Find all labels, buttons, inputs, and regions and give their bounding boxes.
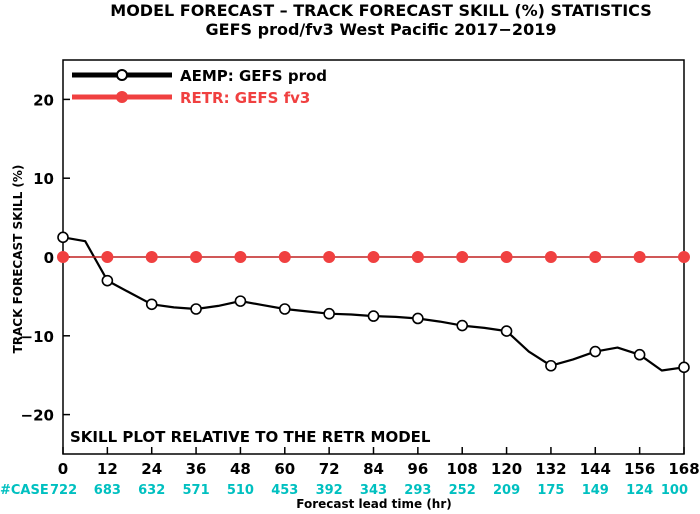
data-point-0 (412, 312, 424, 325)
plot-area: −20 −10 0 10 20 0 722 12 683 24 632 36 571 48 510 60 453… (21, 59, 700, 498)
case-count: 571 (183, 483, 210, 498)
data-point-0 (57, 231, 69, 244)
y-axis-label: TRACK FORECAST SKILL (%) (11, 165, 25, 354)
x-tick-label: 156 (624, 460, 655, 478)
case-count: 632 (138, 483, 165, 498)
case-count: 683 (94, 483, 121, 498)
data-point-0 (101, 274, 114, 287)
y-tick-label: −10 (21, 328, 54, 346)
y-tick-label: −20 (21, 407, 54, 425)
data-point-1 (145, 251, 158, 263)
data-point-1 (500, 251, 513, 263)
x-tick-label: 60 (274, 460, 295, 478)
data-point-0 (678, 361, 690, 374)
x-axis-label: Forecast lead time (hr) (296, 497, 452, 511)
x-tick-label: 48 (230, 460, 251, 478)
case-count: 392 (316, 483, 343, 498)
x-tick-label: 96 (407, 460, 428, 478)
x-tick-label: 144 (580, 460, 611, 478)
data-point-0 (633, 348, 646, 361)
case-count: 175 (537, 483, 564, 498)
y-tick-label: 0 (44, 249, 54, 267)
data-point-0 (234, 295, 247, 307)
data-point-1 (101, 251, 114, 263)
data-point-1 (589, 251, 602, 263)
case-count: 293 (404, 483, 431, 498)
case-label: #CASE (0, 483, 49, 498)
data-point-1 (367, 251, 380, 263)
case-count: 209 (493, 483, 520, 498)
case-count: 149 (582, 483, 609, 498)
case-count: 453 (271, 483, 298, 498)
data-point-0 (545, 359, 557, 372)
data-point-0 (145, 298, 158, 311)
data-point-0 (323, 307, 335, 320)
data-point-0 (456, 319, 469, 332)
x-tick-label: 72 (319, 460, 340, 478)
y-tick-label: 20 (33, 91, 54, 109)
data-point-0 (278, 303, 291, 315)
data-point-1 (323, 251, 336, 263)
x-tick-label: 120 (491, 460, 522, 478)
data-point-0 (190, 303, 202, 315)
x-tick-label: 12 (97, 460, 118, 478)
data-point-1 (234, 251, 247, 263)
data-point-1 (544, 251, 557, 263)
data-point-1 (456, 251, 469, 263)
case-count: 510 (227, 483, 254, 498)
case-count: 722 (50, 483, 77, 498)
data-point-1 (190, 251, 203, 263)
legend-marker-0 (116, 69, 128, 81)
data-point-1 (633, 251, 646, 263)
data-point-1 (678, 251, 690, 263)
legend-label-0: AEMP: GEFS prod (180, 67, 327, 85)
x-tick-label: 84 (363, 460, 384, 478)
data-point-0 (500, 325, 513, 337)
skill-note: SKILL PLOT RELATIVE TO THE RETR MODEL (70, 428, 431, 446)
data-point-1 (278, 251, 291, 263)
legend-marker-1 (116, 91, 128, 103)
x-tick-label: 36 (186, 460, 207, 478)
chart-title: MODEL FORECAST – TRACK FORECAST SKILL (%… (110, 1, 651, 20)
y-tick-label: 10 (33, 170, 54, 188)
data-point-0 (367, 310, 380, 322)
case-count: 124 (626, 483, 653, 498)
case-count: 343 (360, 483, 387, 498)
case-count: 100 (661, 483, 688, 498)
data-point-0 (589, 345, 602, 358)
x-tick-label: 168 (668, 460, 699, 478)
x-tick-label: 132 (535, 460, 566, 478)
legend-label-1: RETR: GEFS fv3 (180, 89, 310, 107)
case-count: 252 (449, 483, 476, 498)
data-point-1 (57, 251, 69, 263)
x-tick-label: 24 (141, 460, 162, 478)
x-tick-label: 0 (58, 460, 68, 478)
x-tick-label: 108 (447, 460, 478, 478)
chart-subtitle: GEFS prod/fv3 West Pacific 2017−2019 (206, 20, 557, 39)
data-point-1 (411, 251, 424, 263)
